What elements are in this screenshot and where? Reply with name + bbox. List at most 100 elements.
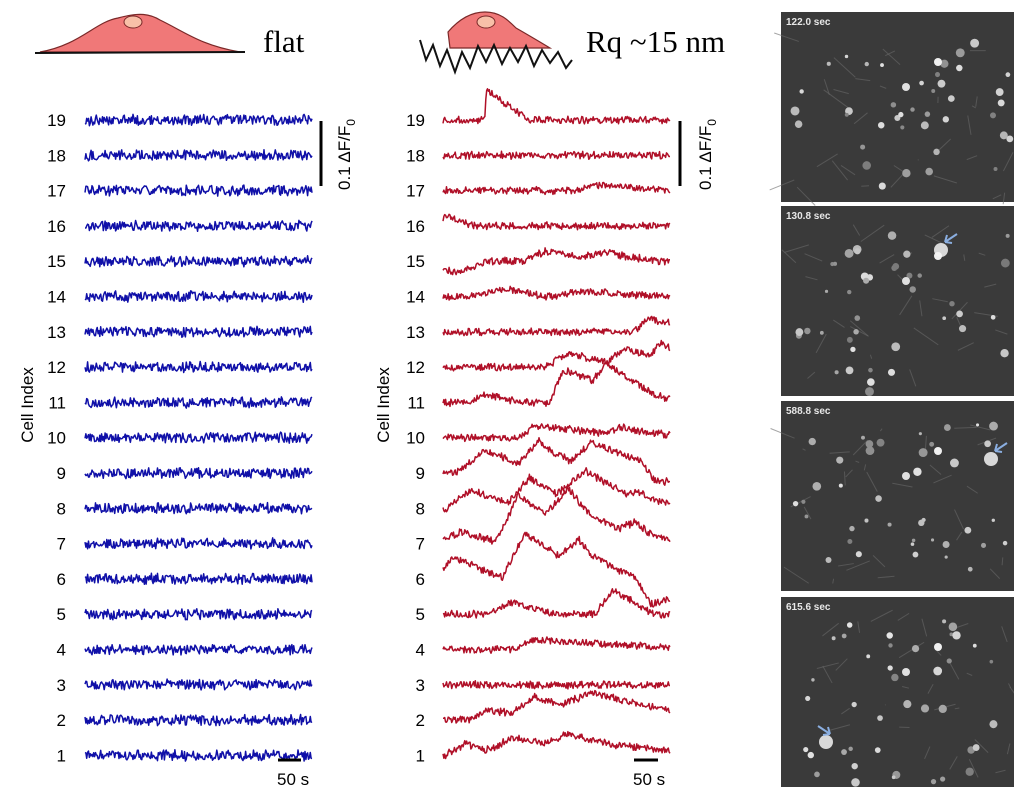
cell (911, 538, 916, 543)
cell-process (829, 451, 850, 454)
cell-process (835, 658, 848, 671)
cell-process (823, 89, 849, 108)
cell-process (863, 464, 867, 471)
cell-index-label: 11 (407, 393, 425, 412)
cell (819, 330, 824, 335)
cell-process (783, 566, 809, 584)
frame-background (781, 206, 1014, 396)
trace-cell-12 (442, 339, 671, 372)
cell (918, 448, 928, 458)
cell (1005, 233, 1010, 238)
cell (877, 121, 885, 129)
cell (887, 665, 893, 671)
cell (955, 48, 965, 58)
cell-process (832, 578, 835, 584)
cell-index-label: 3 (416, 676, 425, 695)
cell-index-label: 15 (47, 252, 66, 271)
cell (846, 622, 853, 628)
arrow-icon (817, 725, 831, 736)
cell-process (995, 769, 1006, 774)
cell-process (823, 79, 830, 95)
flat-amplitude-scale-label: 0.1 ΔF/F0 (335, 119, 358, 190)
cell (792, 500, 799, 507)
cell (918, 519, 925, 527)
cell-process (966, 672, 973, 676)
cell-process (902, 686, 910, 689)
cell-process (971, 105, 977, 109)
cell (860, 144, 866, 150)
cell-process (956, 531, 963, 541)
cell-process (933, 474, 952, 484)
cell-process (954, 509, 964, 530)
cell (958, 325, 967, 333)
trace-cell-7 (84, 537, 313, 550)
flat-condition-label: flat (263, 24, 305, 59)
cell-process (984, 283, 997, 288)
cell-index-label: 7 (57, 535, 66, 554)
cell (912, 551, 919, 558)
cell (863, 277, 870, 284)
cell (902, 83, 910, 91)
trace-cell-2 (443, 689, 671, 724)
cell-process (781, 249, 797, 264)
cell (847, 289, 852, 295)
cell (940, 59, 949, 68)
cell-process (992, 194, 1002, 200)
trace-cell-4 (442, 636, 671, 654)
cell (846, 336, 853, 343)
cell (875, 495, 882, 502)
frame-timestamp: 615.6 sec (786, 602, 831, 613)
cell (956, 64, 963, 72)
cell-index-label: 16 (406, 217, 425, 236)
cell-process (949, 756, 958, 770)
cell (844, 248, 854, 258)
cell (949, 301, 955, 307)
cell-process (853, 112, 868, 125)
trace-cell-16 (85, 219, 313, 233)
rough-amplitude-scale-label: 0.1 ΔF/F0 (696, 119, 719, 190)
cell (903, 699, 912, 709)
cell (952, 631, 961, 640)
cell (894, 114, 901, 122)
cell-index-label: 18 (47, 146, 66, 165)
cell-process (843, 471, 846, 486)
cell (967, 566, 973, 572)
trace-cell-14 (84, 290, 313, 303)
cell (891, 775, 896, 780)
cell-process (870, 609, 893, 622)
cell-process (954, 426, 977, 429)
cell (836, 456, 844, 464)
cell (850, 346, 856, 353)
arrow-icon (944, 233, 958, 244)
cell (841, 633, 847, 639)
cell-process (833, 89, 849, 95)
cell (911, 644, 920, 653)
cell-index-label: 8 (416, 499, 425, 518)
cell (934, 58, 942, 66)
cell-process (845, 469, 853, 478)
cell (886, 632, 893, 639)
microscopy-frame: 588.8 sec (770, 401, 1014, 591)
cell (833, 261, 838, 266)
cell (902, 169, 911, 178)
cell-index-label: 12 (406, 358, 425, 377)
cell-process (816, 153, 838, 168)
cell (876, 438, 885, 447)
trace-cell-14 (442, 285, 671, 301)
frame-background (781, 12, 1014, 202)
cell-process (816, 662, 839, 670)
cell (851, 762, 858, 770)
cell (934, 447, 942, 455)
frame-timestamp: 588.8 sec (786, 406, 831, 417)
cell (854, 248, 861, 255)
trace-cell-3 (442, 680, 670, 690)
cell (956, 310, 963, 318)
cell-process (966, 155, 978, 161)
rough-traces (442, 88, 671, 760)
trace-cell-13 (84, 325, 313, 338)
cell (867, 378, 875, 386)
cell-process (892, 482, 913, 488)
cell (812, 481, 822, 491)
